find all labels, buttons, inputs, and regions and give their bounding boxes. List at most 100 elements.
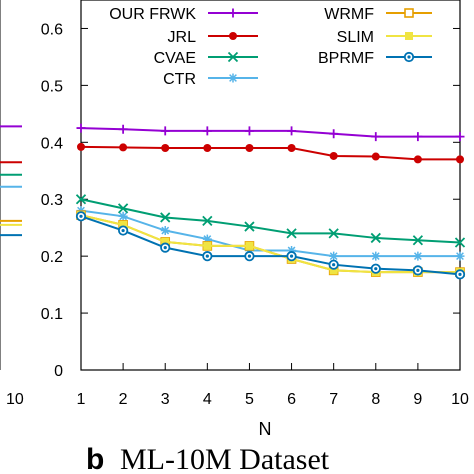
series-line-ctr: [80, 209, 460, 258]
data-point-bprmf: [328, 259, 339, 270]
data-point-our-frwk: [160, 126, 170, 136]
legend-entry-slim: SLIM: [337, 29, 432, 46]
data-point-cvae-shape: [75, 194, 87, 205]
figure-caption: b ML-10M Dataset: [86, 443, 330, 474]
caption-letter: b: [86, 443, 104, 474]
legend-marker-our-frwk-shape: [228, 8, 238, 18]
legend-marker-bprmf-center: [407, 55, 411, 59]
data-point-bprmf-center: [163, 246, 167, 250]
data-point-bprmf: [370, 263, 381, 274]
data-point-ctr: [287, 245, 297, 255]
data-point-slim: [119, 220, 128, 229]
data-point-slim: [203, 241, 212, 250]
legend-label-bprmf: BPRMF: [318, 50, 374, 67]
left-panel-x-tick: 10: [6, 391, 24, 408]
data-point-cvae-shape: [286, 228, 297, 239]
data-point-cvae-shape: [202, 215, 213, 226]
legend-marker-cvae: [227, 51, 239, 63]
data-point-bprmf: [244, 251, 255, 262]
data-point-jrl-shape: [245, 144, 254, 152]
data-point-cvae: [454, 237, 466, 248]
series-jrl: [77, 142, 464, 164]
y-axis: 0 0.1 0.2 0.3 0.4 0.5 0.6: [41, 21, 460, 380]
series-bprmf: [75, 211, 466, 280]
legend-label-our-frwk: OUR FRWK: [109, 6, 196, 23]
data-point-cvae-shape: [244, 221, 255, 232]
data-point-bprmf-center: [416, 268, 420, 272]
data-point-jrl-shape: [287, 144, 296, 152]
x-tick-label: 1: [77, 391, 86, 408]
data-point-bprmf-center: [374, 267, 378, 271]
legend-entry-wrmf: WRMF: [324, 6, 432, 23]
series-line-bprmf: [80, 215, 461, 276]
data-point-bprmf-center: [121, 228, 125, 233]
data-point-our-frwk-shape: [455, 132, 465, 142]
data-point-ctr: [413, 251, 423, 261]
data-point-cvae: [202, 215, 213, 226]
data-point-cvae-shape: [328, 228, 339, 239]
data-point-our-frwk: [287, 126, 297, 136]
data-point-jrl-shape: [203, 144, 212, 152]
series-layer: [75, 123, 466, 280]
plot-frame: [80, 0, 461, 371]
legend-entry-ctr: CTR: [163, 71, 258, 88]
legend-marker-our-frwk: [228, 8, 238, 18]
y-tick-label: 0.6: [41, 21, 63, 38]
series-line-our-frwk: [80, 127, 460, 138]
data-point-cvae-shape: [370, 232, 381, 244]
data-point-slim: [329, 266, 338, 275]
series-cvae: [75, 194, 466, 248]
data-point-jrl-shape: [371, 152, 380, 161]
data-point-ctr: [202, 234, 212, 244]
data-point-cvae: [160, 212, 171, 223]
data-point-slim-shape: [119, 220, 128, 229]
caption-text: ML-10M Dataset: [120, 443, 330, 474]
legend-label-cvae: CVAE: [154, 50, 196, 67]
data-point-cvae-shape: [412, 235, 424, 246]
data-point-jrl: [77, 142, 85, 151]
data-point-ctr: [371, 251, 381, 261]
left-panel-fragment: 10: [0, 0, 24, 408]
series-line-wrmf: [80, 214, 460, 274]
legend: OUR FRWK JRL CVAE CTR WRMF SLIM BPRMF: [109, 6, 432, 88]
data-point-ctr-shape: [371, 251, 381, 261]
data-point-slim-shape: [203, 241, 212, 250]
y-tick-label: 0.3: [41, 192, 63, 209]
data-point-our-frwk: [455, 132, 465, 142]
legend-label-wrmf: WRMF: [324, 6, 374, 23]
data-point-bprmf-center: [79, 214, 83, 218]
x-tick-label: 3: [161, 391, 170, 408]
data-point-cvae: [117, 203, 129, 214]
y-tick-label: 0: [54, 363, 63, 380]
data-point-our-frwk-shape: [118, 124, 128, 134]
data-point-our-frwk-shape: [202, 126, 212, 136]
data-point-our-frwk-shape: [160, 126, 170, 136]
data-point-bprmf: [202, 251, 213, 262]
legend-marker-jrl: [229, 32, 237, 40]
data-point-bprmf: [286, 251, 297, 262]
data-point-bprmf: [118, 225, 129, 236]
data-point-our-frwk: [118, 124, 128, 134]
data-point-cvae: [412, 235, 424, 246]
legend-label-jrl: JRL: [168, 29, 197, 46]
series-line-slim: [80, 214, 460, 274]
data-point-jrl-shape: [119, 143, 128, 152]
data-point-bprmf: [160, 242, 171, 253]
data-point-jrl-shape: [77, 142, 85, 151]
legend-marker-wrmf-shape: [404, 8, 414, 18]
data-point-cvae-shape: [160, 212, 171, 223]
data-point-our-frwk: [202, 126, 212, 136]
data-point-our-frwk-shape: [413, 132, 423, 142]
data-point-jrl: [456, 155, 464, 164]
data-point-our-frwk-shape: [287, 126, 297, 136]
legend-marker-slim-shape: [405, 32, 413, 40]
data-point-jrl-shape: [161, 144, 170, 152]
legend-marker-slim: [405, 32, 413, 40]
legend-marker-ctr: [228, 73, 238, 83]
data-point-ctr-shape: [118, 211, 128, 221]
series-line-cvae: [80, 198, 461, 244]
data-point-jrl: [287, 144, 296, 152]
y-tick-label: 0.5: [41, 78, 63, 95]
data-point-our-frwk: [329, 129, 339, 139]
data-point-ctr: [118, 211, 128, 221]
